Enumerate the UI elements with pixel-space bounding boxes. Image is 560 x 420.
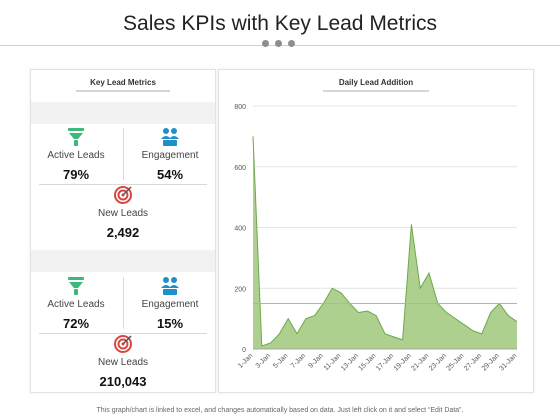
- x-tick-label: 17-Jan: [375, 352, 395, 372]
- panel-title-underline: [76, 90, 170, 92]
- divider: [123, 277, 124, 329]
- engagement-label: Engagement: [141, 299, 199, 310]
- x-tick-label: 3-Jan: [255, 352, 272, 369]
- new-leads-metric: New Leads 2,492: [78, 184, 168, 240]
- active-leads-value: 72%: [62, 316, 90, 331]
- engagement-value: 15%: [156, 316, 184, 331]
- x-tick-label: 19-Jan: [393, 352, 413, 372]
- x-tick-label: 1-Jan: [237, 352, 254, 369]
- chart-title: Daily Lead Addition: [338, 78, 414, 87]
- people-icon: [161, 277, 179, 295]
- x-tick-label: 5-Jan: [272, 352, 289, 369]
- engagement-metric: Engagement 54%: [125, 126, 215, 182]
- x-tick-label: 7-Jan: [290, 352, 307, 369]
- area-fill: [253, 136, 517, 349]
- x-tick-label: 15-Jan: [358, 352, 378, 372]
- x-tick-label: 27-Jan: [463, 352, 483, 372]
- footer-note: This graph/chart is linked to excel, and…: [96, 407, 464, 414]
- active-leads-label: Active Leads: [47, 150, 105, 161]
- active-leads-metric: Active Leads 72%: [31, 275, 121, 331]
- x-tick-label: 21-Jan: [410, 352, 430, 372]
- y-tick-label: 200: [234, 286, 246, 293]
- funnel-icon: [68, 277, 84, 295]
- dot: [262, 40, 269, 47]
- x-tick-label: 13-Jan: [340, 352, 360, 372]
- area-series-line: [252, 136, 518, 347]
- title-dots: [262, 40, 295, 47]
- key-lead-metrics-panel: Key Lead Metrics Active Leads 79% Engage…: [30, 69, 216, 393]
- active-leads-value: 79%: [62, 167, 90, 182]
- x-tick-label: 11-Jan: [323, 352, 343, 372]
- band: [31, 102, 215, 124]
- new-leads-metric: New Leads 210,043: [78, 333, 168, 389]
- daily-lead-addition-panel: Daily Lead Addition 0 200 400 600 800 1-Jan 3-…: [218, 69, 534, 393]
- y-tick-label: 800: [234, 104, 246, 111]
- new-leads-value: 2,492: [106, 225, 140, 240]
- divider: [39, 184, 207, 185]
- target-icon: [114, 335, 132, 353]
- divider: [123, 128, 124, 180]
- new-leads-value: 210,043: [99, 374, 147, 389]
- x-tick-label: 29-Jan: [481, 352, 501, 372]
- band: [31, 250, 215, 272]
- y-tick-label: 400: [234, 226, 246, 233]
- new-leads-label: New Leads: [97, 357, 149, 368]
- x-tick-label: 23-Jan: [428, 352, 448, 372]
- engagement-metric: Engagement 15%: [125, 275, 215, 331]
- target-icon: [114, 186, 132, 204]
- new-leads-label: New Leads: [97, 208, 149, 219]
- chart-title-underline: [323, 90, 429, 92]
- active-leads-label: Active Leads: [47, 299, 105, 310]
- funnel-icon: [68, 128, 84, 146]
- dot: [275, 40, 282, 47]
- x-tick-label: 25-Jan: [446, 352, 466, 372]
- engagement-label: Engagement: [141, 150, 199, 161]
- y-tick-label: 0: [242, 347, 246, 354]
- active-leads-metric: Active Leads 79%: [31, 126, 121, 182]
- divider: [39, 333, 207, 334]
- page-title: Sales KPIs with Key Lead Metrics: [123, 12, 437, 35]
- people-icon: [161, 128, 179, 146]
- dot: [288, 40, 295, 47]
- engagement-value: 54%: [156, 167, 184, 182]
- y-tick-label: 600: [234, 165, 246, 172]
- x-tick-label: 31-Jan: [498, 352, 518, 372]
- panel-title: Key Lead Metrics: [90, 78, 156, 87]
